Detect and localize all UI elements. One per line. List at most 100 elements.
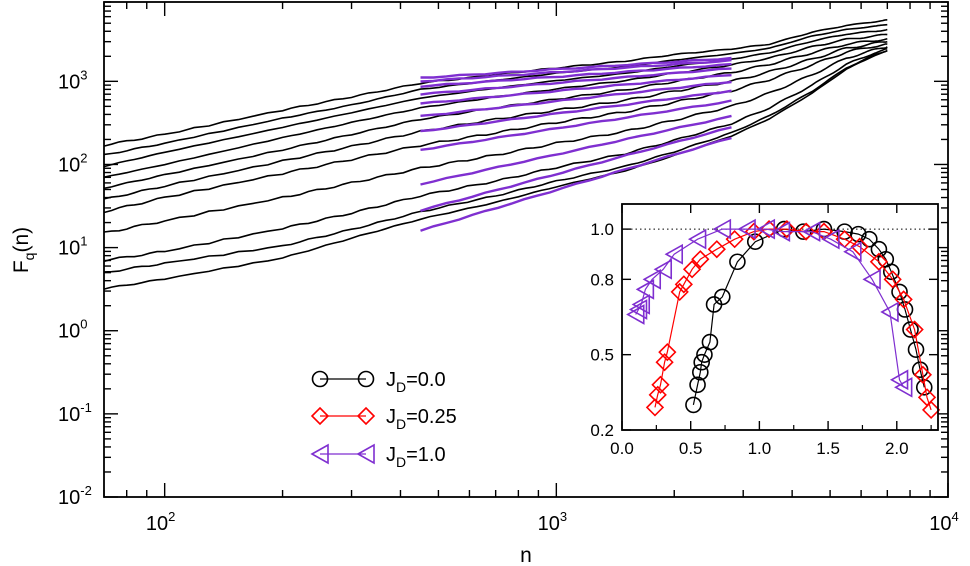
fit-line-fit8	[420, 99, 732, 151]
legend-label-jd-025: JD=0.25	[386, 406, 457, 432]
inset-point-diamond	[674, 275, 693, 294]
inset-point-triangle-left	[628, 299, 648, 320]
inset-point-triangle-left	[862, 268, 881, 290]
inset-point-circle	[902, 321, 919, 338]
legend-label-jd-0: JD=0.0	[386, 369, 446, 395]
inset-x-tick-label: 0.5	[679, 439, 703, 458]
legend-marker-circle-right	[357, 370, 375, 388]
inset-point-diamond	[913, 365, 933, 384]
inset-chart: 0.0 0.5 1.0 1.5 2.0 0.2 0.5 0.8 1.0	[590, 203, 941, 458]
curve-q3	[103, 28, 888, 168]
curve-q11	[103, 50, 888, 290]
inset-ticks	[621, 204, 938, 431]
x-axis-label: n	[520, 544, 532, 566]
inset-point-circle	[861, 230, 878, 248]
y-tick-label-exponent: -1	[80, 400, 92, 415]
curve-q6	[103, 40, 888, 200]
y-tick-label: 100	[58, 317, 87, 343]
inset-series-triangle-left	[626, 218, 913, 398]
inset-point-triangle-left	[664, 243, 684, 265]
inset-x-tick-label: 2.0	[885, 439, 909, 458]
y-tick-label-exponent: -2	[80, 483, 92, 498]
legend-label-jd-025-main: J	[386, 406, 396, 428]
inset-point-circle	[891, 283, 908, 301]
inset-point-circle	[685, 396, 702, 414]
inset-point-triangle-left	[843, 241, 862, 263]
legend-label-jd-1: JD=1.0	[386, 444, 446, 470]
inset-x-tick-label: 1.5	[816, 439, 840, 458]
inset-point-diamond	[725, 230, 744, 249]
inset-tick-labels: 0.0 0.5 1.0 1.5 2.0 0.2 0.5 0.8 1.0	[590, 220, 908, 458]
inset-point-diamond	[651, 375, 670, 394]
y-axis-label-sub: q	[21, 253, 37, 261]
inset-point-triangle-left	[631, 294, 651, 315]
inset-point-diamond	[707, 240, 726, 259]
y-tick-label-base: 10	[58, 71, 80, 93]
inset-point-triangle-left	[894, 376, 913, 398]
inset-point-triangle-left	[626, 304, 645, 325]
y-tick-label-exponent: 2	[80, 150, 87, 165]
fit-line-fit6	[420, 80, 732, 117]
fit-line-fit1	[420, 56, 732, 79]
y-tick-label-base: 10	[58, 321, 80, 343]
x-tick-label-base: 10	[146, 513, 168, 535]
inset-point-triangle-left	[635, 279, 655, 300]
inset-point-circle	[693, 353, 710, 371]
inset-point-circle	[713, 288, 731, 306]
inset-point-diamond	[905, 320, 924, 339]
y-tick-label-base: 10	[58, 487, 80, 509]
inset-point-triangle-left	[653, 258, 673, 280]
inset-point-triangle-left	[880, 301, 899, 323]
legend-marker-triangle-right	[356, 443, 375, 465]
y-tick-label-base: 10	[58, 238, 80, 260]
inset-point-circle	[729, 253, 746, 271]
legend-marker-circle-left	[311, 370, 329, 388]
legend-marker-diamond-left	[310, 406, 330, 426]
x-tick-label-exponent: 3	[560, 509, 567, 524]
fit-line-fit7	[420, 89, 732, 133]
inset-series	[626, 218, 941, 420]
inset-point-circle	[701, 333, 719, 351]
inset-y-tick-label: 1.0	[590, 220, 614, 239]
inset-frame	[621, 203, 939, 431]
legend-entry-jd-0: JD=0.0	[311, 369, 446, 395]
inset-point-triangle-left	[821, 228, 840, 250]
fit-line-fit10	[420, 126, 732, 213]
curve-q4	[103, 33, 888, 178]
legend-marker-diamond-right	[356, 406, 376, 426]
legend-label-jd-025-tail: =0.25	[406, 406, 457, 428]
inset-point-triangle-left	[756, 218, 776, 240]
y-tick-label-exponent: 0	[80, 317, 87, 332]
x-tick-label: 103	[538, 509, 567, 535]
inset-point-diamond	[883, 270, 902, 289]
fit-line-fit4	[420, 67, 732, 96]
y-axis-label-tail: (n)	[10, 227, 33, 253]
inset-point-diamond	[648, 385, 667, 404]
fit-line-fit3	[420, 62, 732, 88]
y-tick-label-base: 10	[58, 154, 80, 176]
inset-x-tick-label: 1.0	[748, 439, 772, 458]
inset-point-diamond	[921, 400, 941, 420]
x-tick-label-exponent: 2	[168, 509, 175, 524]
inset-point-diamond	[658, 343, 677, 362]
curve-q7	[103, 43, 888, 214]
inset-point-triangle-left	[687, 228, 707, 250]
inset-line-triangle-left	[635, 228, 905, 388]
y-tick-label: 101	[58, 234, 87, 260]
inset-point-circle	[882, 263, 900, 281]
inset-point-triangle-left	[771, 221, 791, 242]
main-fits	[420, 56, 732, 232]
curve-q8	[103, 46, 888, 233]
x-tick-label-base: 10	[929, 513, 951, 535]
inset-point-diamond	[894, 290, 913, 309]
inset-point-circle	[907, 341, 925, 358]
legend-marker-triangle-left	[310, 443, 329, 465]
y-tick-label-exponent: 1	[80, 234, 87, 249]
inset-point-triangle-left	[712, 218, 732, 240]
legend-label-jd-0-tail: =0.0	[406, 369, 445, 391]
legend-entry-jd-025: JD=0.25	[310, 406, 457, 432]
x-tick-label: 104	[929, 509, 958, 535]
legend-label-jd-1-tail: =1.0	[406, 444, 445, 466]
curve-q5	[103, 38, 888, 190]
